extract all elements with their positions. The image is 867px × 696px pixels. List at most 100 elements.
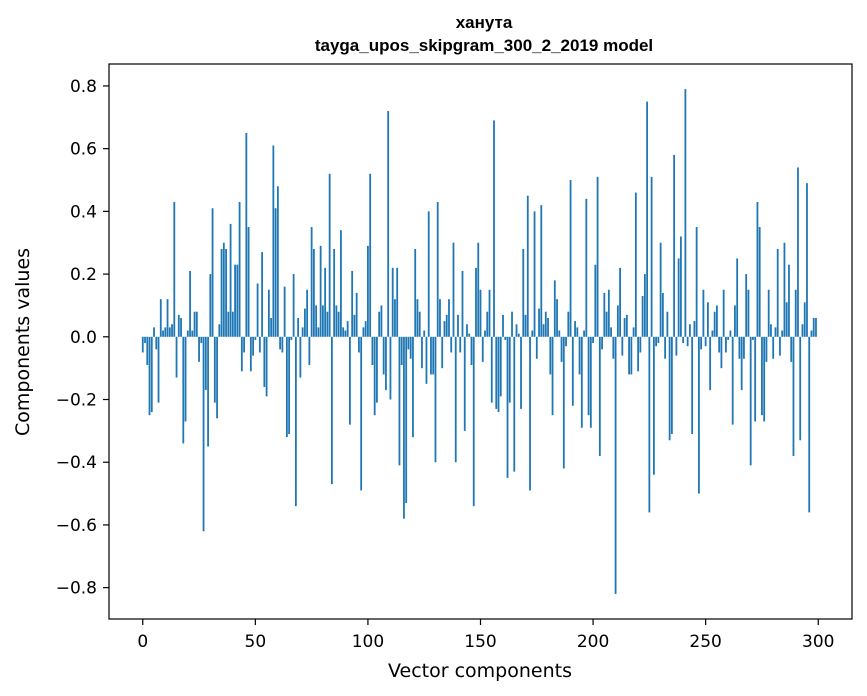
bar: [355, 292, 358, 337]
bar: [387, 111, 390, 337]
bar: [808, 336, 811, 513]
bar: [502, 314, 504, 337]
bar: [585, 198, 588, 337]
bar: [594, 264, 597, 337]
bar: [144, 336, 146, 344]
bar: [812, 317, 815, 337]
bar: [743, 336, 745, 359]
bar: [754, 336, 757, 422]
bar: [378, 311, 381, 337]
bar: [204, 336, 207, 391]
bar: [806, 183, 808, 337]
bar: [709, 336, 712, 391]
bar: [423, 330, 426, 337]
x-tick-label: 100: [352, 632, 384, 652]
bar: [218, 324, 221, 337]
bar: [803, 302, 806, 337]
bar: [202, 336, 205, 532]
bar: [416, 299, 419, 337]
bar: [524, 314, 527, 337]
y-tick-label: 0.2: [70, 265, 97, 285]
bar: [580, 336, 583, 428]
bar: [632, 327, 635, 337]
bar: [272, 145, 275, 337]
bar: [535, 336, 538, 359]
bar: [373, 336, 376, 416]
bar: [333, 249, 336, 337]
y-tick-label: 0.6: [70, 140, 97, 160]
y-tick-label: −0.2: [56, 391, 97, 411]
bar: [625, 314, 628, 337]
bar: [306, 289, 309, 337]
bar: [729, 330, 732, 337]
bar: [457, 314, 459, 337]
bar: [261, 252, 263, 337]
bar: [553, 280, 556, 337]
bar: [254, 336, 257, 340]
bar: [326, 311, 329, 337]
bar: [243, 336, 245, 353]
bar: [454, 336, 457, 463]
bar: [407, 336, 410, 350]
x-axis-ticks: 0 50 100 150 200 250 300: [137, 619, 834, 652]
bar: [421, 336, 423, 369]
bar: [448, 299, 450, 337]
bar: [763, 336, 766, 422]
bar: [247, 227, 250, 337]
bar: [367, 245, 369, 337]
bar: [731, 336, 734, 425]
bar: [227, 311, 230, 337]
bar: [686, 336, 689, 347]
bar: [652, 336, 655, 475]
bar: [162, 330, 164, 337]
bar: [815, 317, 817, 337]
y-axis-label: Components values: [12, 248, 34, 436]
bar: [630, 336, 633, 375]
bar: [267, 289, 270, 337]
bar: [335, 305, 338, 337]
bar: [391, 267, 394, 337]
bar: [285, 336, 288, 438]
bar: [576, 327, 579, 337]
bar: [774, 327, 777, 337]
bar: [560, 336, 563, 362]
x-tick-label: 250: [689, 632, 721, 652]
bar: [657, 336, 660, 344]
bar: [486, 311, 489, 337]
y-tick-label: 0.0: [70, 328, 97, 348]
y-tick-label: 0.8: [70, 77, 97, 97]
bar: [547, 317, 549, 337]
bar: [324, 267, 327, 337]
bar: [767, 289, 770, 337]
bar: [619, 267, 621, 337]
bar: [182, 336, 185, 444]
bar: [256, 283, 259, 337]
bar: [513, 336, 516, 472]
bar: [279, 336, 282, 350]
bar: [598, 336, 601, 456]
bar: [637, 336, 640, 372]
bar: [189, 270, 191, 337]
bar: [358, 336, 360, 353]
bar: [511, 311, 513, 337]
bar: [565, 336, 567, 347]
bar: [231, 311, 234, 337]
bar: [679, 236, 682, 337]
bar: [240, 336, 243, 372]
bar: [603, 292, 606, 337]
bar: [173, 201, 176, 337]
bar: [781, 330, 784, 337]
bar: [711, 330, 714, 337]
x-tick-label: 50: [245, 632, 267, 652]
bar: [195, 311, 198, 337]
bar: [466, 324, 468, 337]
bar: [445, 314, 448, 337]
bar: [155, 336, 158, 350]
bar: [211, 208, 214, 337]
bar: [385, 336, 387, 391]
bar: [369, 173, 372, 337]
bar: [439, 299, 441, 337]
bar: [716, 305, 718, 337]
bar: [785, 302, 788, 337]
bar: [468, 333, 471, 337]
